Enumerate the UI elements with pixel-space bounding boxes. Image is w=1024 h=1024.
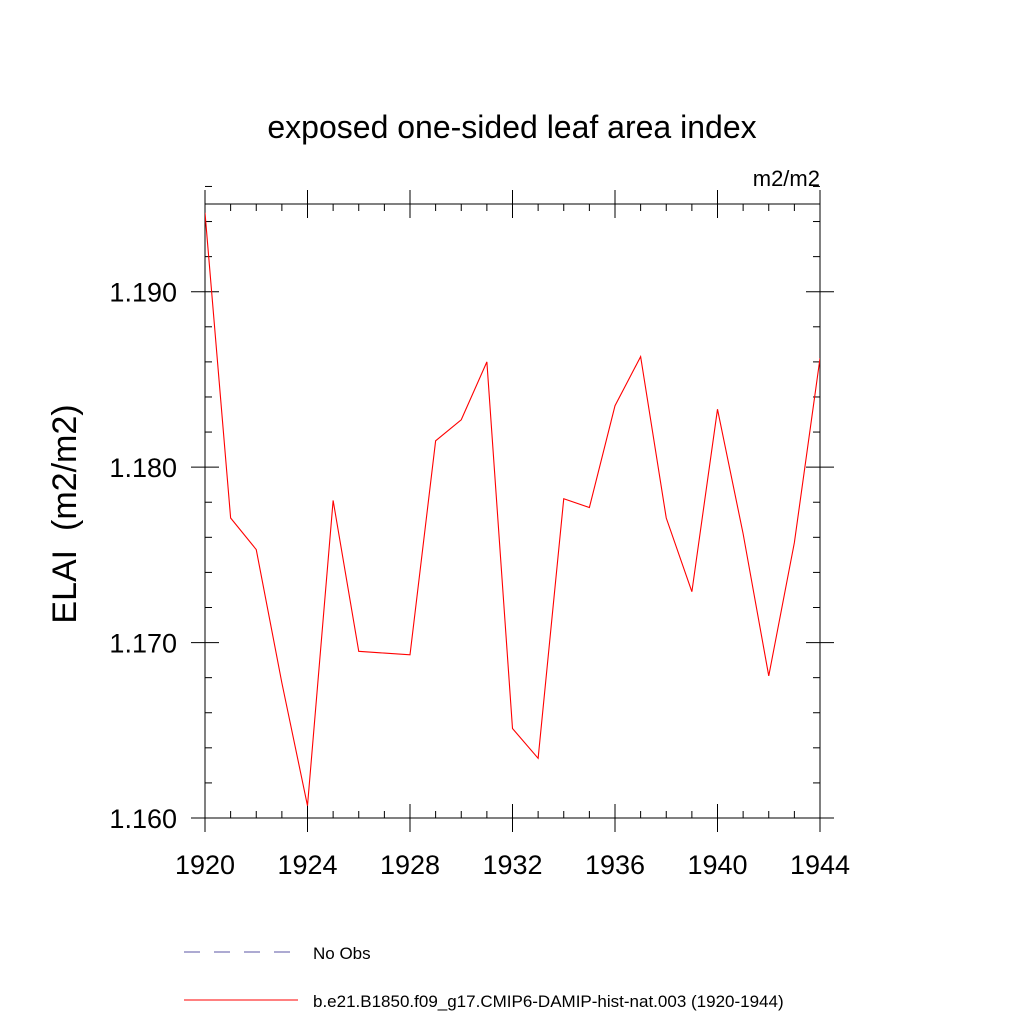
x-tick-label: 1940 bbox=[687, 850, 747, 880]
x-tick-label: 1928 bbox=[380, 850, 440, 880]
x-tick-label: 1932 bbox=[482, 850, 542, 880]
series-line bbox=[205, 212, 820, 806]
y-axis-label: ELAI (m2/m2) bbox=[46, 404, 84, 623]
legend-label: b.e21.B1850.f09_g17.CMIP6-DAMIP-hist-nat… bbox=[313, 992, 784, 1011]
x-tick-label: 1924 bbox=[277, 850, 337, 880]
legend-label: No Obs bbox=[313, 944, 371, 963]
chart-title: exposed one-sided leaf area index bbox=[267, 109, 756, 145]
y-tick-label: 1.160 bbox=[109, 804, 177, 834]
units-label: m2/m2 bbox=[753, 166, 820, 191]
x-tick-label: 1944 bbox=[790, 850, 850, 880]
x-tick-label: 1920 bbox=[175, 850, 235, 880]
y-tick-label: 1.190 bbox=[109, 278, 177, 308]
x-tick-label: 1936 bbox=[585, 850, 645, 880]
y-tick-label: 1.180 bbox=[109, 453, 177, 483]
y-tick-label: 1.170 bbox=[109, 629, 177, 659]
